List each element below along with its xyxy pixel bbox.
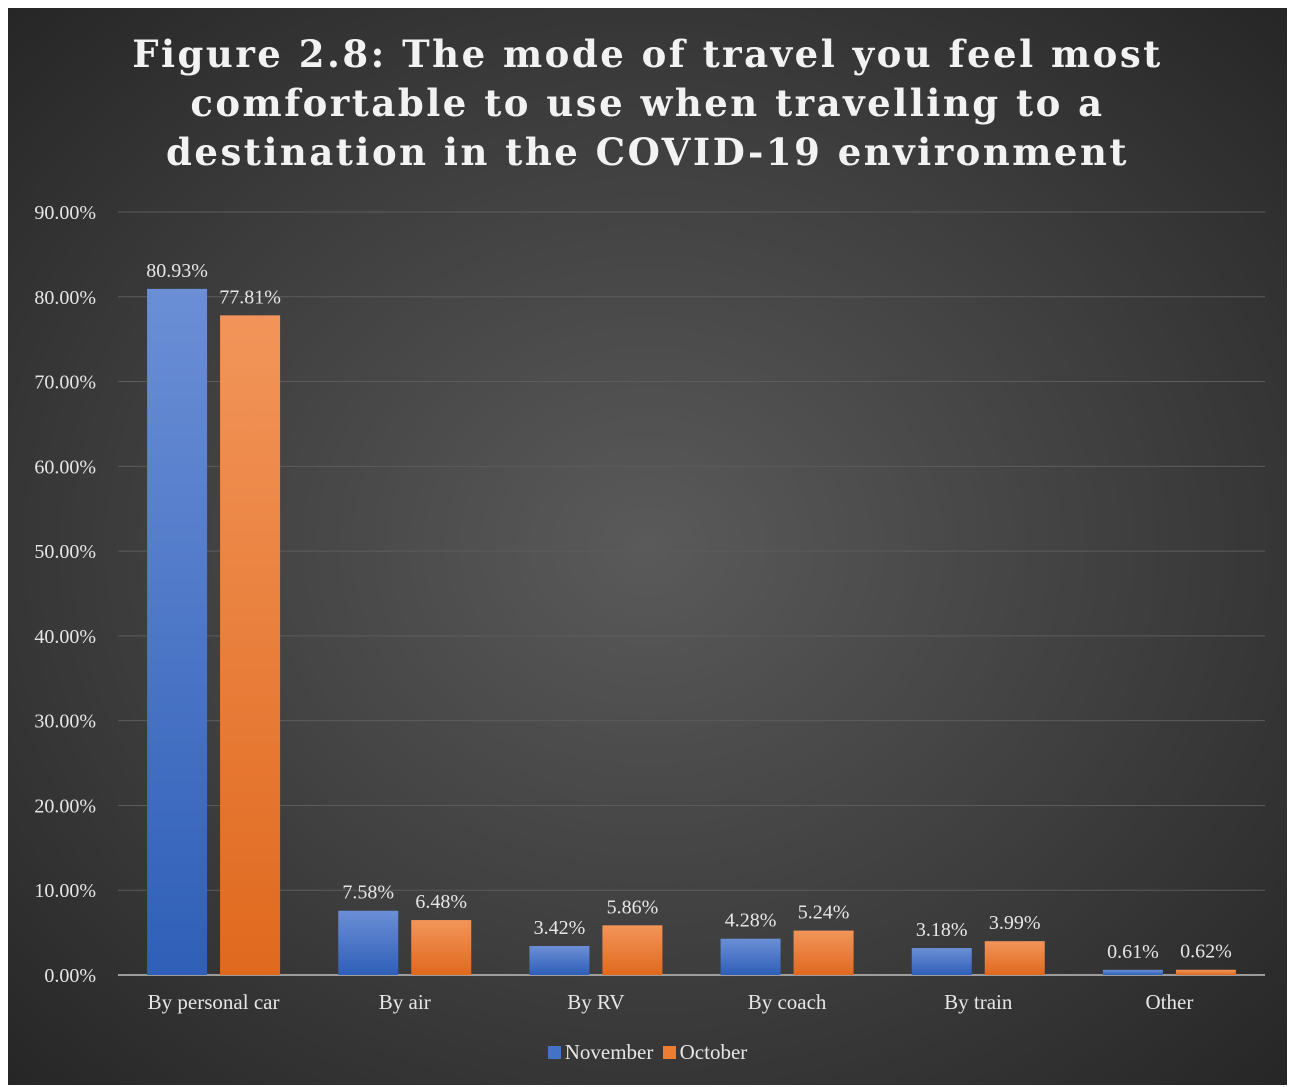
y-tick-label: 50.00% xyxy=(34,541,96,563)
bar-october xyxy=(793,930,854,975)
bar-november xyxy=(529,946,590,975)
chart-title: Figure 2.8: The mode of travel you feel … xyxy=(0,30,1295,177)
data-label: 3.18% xyxy=(916,919,968,941)
bar-october xyxy=(602,925,663,975)
data-label: 0.62% xyxy=(1180,941,1232,963)
legend: November October xyxy=(0,1040,1295,1065)
data-label: 4.28% xyxy=(725,910,777,932)
bar-november xyxy=(911,948,972,975)
y-tick-label: 10.00% xyxy=(34,880,96,902)
data-label: 80.93% xyxy=(146,260,208,282)
data-label: 6.48% xyxy=(415,891,467,913)
bar-november xyxy=(338,910,399,975)
data-label: 5.24% xyxy=(798,902,850,924)
chart-title-line-1: Figure 2.8: The mode of travel you feel … xyxy=(132,32,1163,76)
x-tick-label: By air xyxy=(379,990,431,1014)
x-tick-label: By RV xyxy=(567,990,624,1014)
y-tick-label: 90.00% xyxy=(34,202,96,224)
data-label: 77.81% xyxy=(219,286,281,308)
legend-swatch-october xyxy=(662,1046,676,1059)
chart-title-line-2: comfortable to use when travelling to a xyxy=(190,81,1105,125)
bar-november xyxy=(147,288,208,975)
data-label: 3.42% xyxy=(534,917,586,939)
bar-october xyxy=(411,920,472,975)
y-tick-label: 60.00% xyxy=(34,456,96,478)
data-label: 3.99% xyxy=(989,912,1041,934)
y-tick-label: 20.00% xyxy=(34,795,96,817)
chart-title-line-3: destination in the COVID-19 environment xyxy=(166,130,1129,174)
y-tick-label: 30.00% xyxy=(34,711,96,733)
x-tick-label: By coach xyxy=(748,990,827,1014)
y-tick-label: 70.00% xyxy=(34,372,96,394)
legend-swatch-november xyxy=(547,1046,561,1059)
bar-october xyxy=(984,941,1045,975)
legend-item-october: October xyxy=(662,1040,748,1065)
x-tick-label: By train xyxy=(944,990,1013,1014)
data-label: 5.86% xyxy=(607,896,659,918)
y-tick-label: 0.00% xyxy=(44,965,96,987)
legend-label-october: October xyxy=(679,1040,748,1064)
legend-item-november: November xyxy=(547,1040,654,1065)
bar-november xyxy=(1102,969,1163,975)
legend-label-november: November xyxy=(564,1040,654,1064)
bar-october xyxy=(220,315,281,975)
bar-october xyxy=(1175,969,1236,975)
data-label: 7.58% xyxy=(342,882,394,904)
y-tick-label: 80.00% xyxy=(34,287,96,309)
bar-november xyxy=(720,938,781,975)
data-label: 0.61% xyxy=(1107,941,1159,963)
y-tick-label: 40.00% xyxy=(34,626,96,648)
x-tick-label: Other xyxy=(1146,990,1194,1014)
x-tick-label: By personal car xyxy=(148,990,280,1014)
